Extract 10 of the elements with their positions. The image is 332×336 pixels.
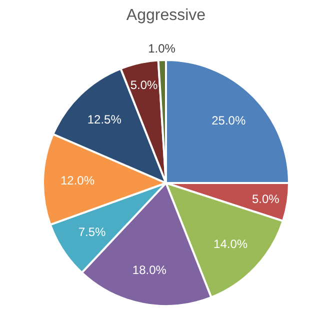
data-label: 1.0% (148, 41, 176, 56)
data-label: 18.0% (132, 263, 167, 278)
data-label: 5.0% (130, 78, 158, 92)
data-label: 12.5% (87, 112, 122, 127)
data-label: 25.0% (212, 114, 246, 128)
data-label: 7.5% (78, 224, 106, 239)
chart-title: Aggressive (126, 7, 206, 24)
data-label: 12.0% (60, 173, 95, 188)
data-label: 14.0% (214, 236, 248, 251)
data-label: 5.0% (252, 192, 280, 206)
